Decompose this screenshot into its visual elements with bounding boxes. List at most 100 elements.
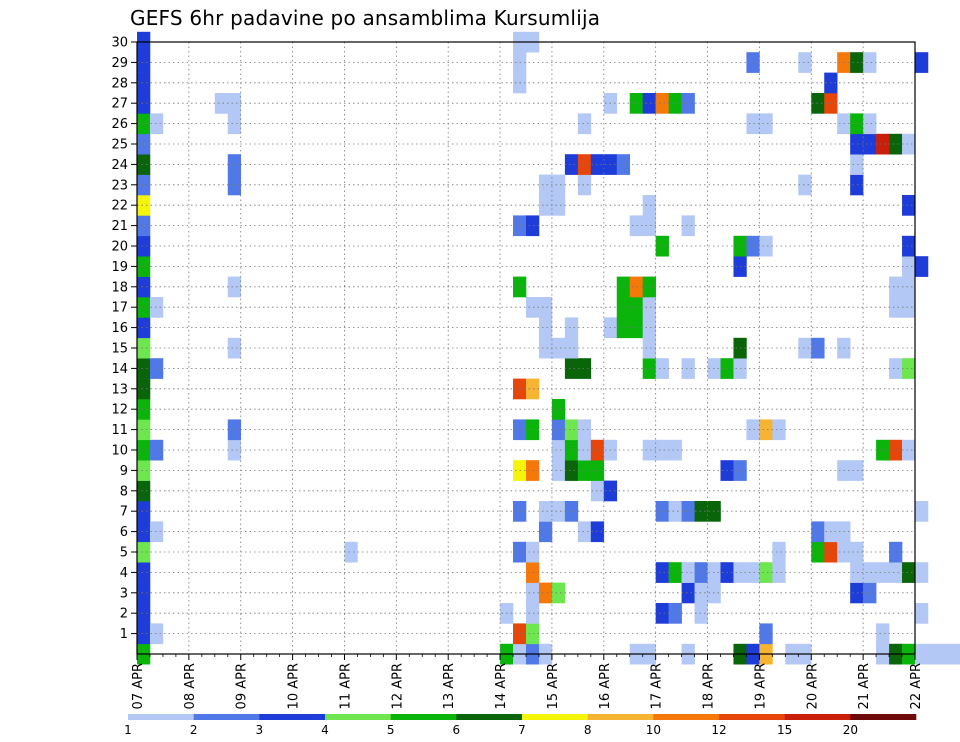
heatmap-cell xyxy=(551,337,566,359)
heatmap-cell xyxy=(863,113,877,135)
y-tick-label: 28 xyxy=(111,76,128,91)
y-tick-label: 9 xyxy=(120,464,128,479)
heatmap-cell xyxy=(137,337,151,359)
heatmap-cell xyxy=(577,439,592,461)
heatmap-cell xyxy=(798,337,812,359)
heatmap-cell xyxy=(863,52,877,73)
heatmap-cell xyxy=(137,52,151,73)
heatmap-cell xyxy=(655,439,669,461)
y-tick-label: 26 xyxy=(111,117,128,132)
heatmap-cell xyxy=(538,521,553,543)
heatmap-cell xyxy=(564,501,579,522)
heatmap-cell xyxy=(149,358,164,379)
heatmap-cell xyxy=(642,93,656,114)
legend-tick-label: 4 xyxy=(321,723,329,737)
y-tick-label: 7 xyxy=(120,505,128,520)
heatmap-cell xyxy=(137,215,151,237)
heatmap-cell xyxy=(642,358,656,379)
heatmap-cell xyxy=(915,52,929,73)
y-tick-label: 23 xyxy=(111,178,128,193)
heatmap-cell xyxy=(642,297,656,318)
heatmap-cell xyxy=(746,235,760,257)
heatmap-cell xyxy=(227,439,242,461)
y-tick-label: 17 xyxy=(111,301,128,316)
heatmap-cell xyxy=(642,337,656,359)
heatmap-cell xyxy=(526,419,540,441)
x-tick-label: 11 APR xyxy=(338,663,353,709)
legend-swatch xyxy=(522,714,588,720)
legend-swatch xyxy=(128,714,194,720)
heatmap-cell xyxy=(902,297,916,318)
heatmap-cell xyxy=(798,52,812,73)
heatmap-cell xyxy=(681,501,695,522)
heatmap-cell xyxy=(551,174,566,196)
heatmap-cell xyxy=(137,72,151,94)
legend-tick-label: 20 xyxy=(843,723,858,737)
heatmap-cell xyxy=(889,541,903,563)
heatmap-cell xyxy=(564,317,579,339)
heatmap-cell xyxy=(694,562,708,583)
heatmap-cell xyxy=(629,297,643,318)
legend-swatch xyxy=(325,714,391,720)
y-tick-label: 2 xyxy=(120,607,128,622)
heatmap-cell xyxy=(137,93,151,114)
heatmap-cell xyxy=(642,439,656,461)
heatmap-cell xyxy=(629,93,643,114)
heatmap-cell xyxy=(850,154,864,175)
legend-swatch xyxy=(390,714,457,720)
heatmap-cell xyxy=(694,603,708,624)
heatmap-cell xyxy=(902,439,916,461)
heatmap-cell xyxy=(149,113,164,135)
heatmap-cell xyxy=(863,582,877,604)
y-tick-label: 1 xyxy=(120,627,128,642)
y-tick-label: 14 xyxy=(111,362,128,377)
heatmap-cell xyxy=(668,501,682,522)
heatmap-cell xyxy=(642,215,656,237)
heatmap-cell xyxy=(876,439,890,461)
heatmap-cell xyxy=(526,603,540,624)
heatmap-cell xyxy=(668,93,682,114)
heatmap-cell xyxy=(551,419,566,441)
heatmap-cell xyxy=(863,133,877,155)
x-tick-label: 15 APR xyxy=(546,663,561,709)
heatmap-cell xyxy=(137,399,151,420)
heatmap-cell xyxy=(629,215,643,237)
heatmap-cell xyxy=(642,195,656,216)
heatmap-cell xyxy=(681,358,695,379)
heatmap-cell xyxy=(538,195,553,216)
heatmap-cell xyxy=(850,52,864,73)
heatmap-cell xyxy=(694,501,708,522)
legend-swatch xyxy=(784,714,851,720)
heatmap-cell xyxy=(889,297,903,318)
heatmap-cell xyxy=(564,337,579,359)
legend-tick-label: 6 xyxy=(453,723,461,737)
heatmap-cell xyxy=(629,317,643,339)
heatmap-cell xyxy=(538,297,553,318)
heatmap-cell xyxy=(137,419,151,441)
heatmap-cell xyxy=(551,399,566,420)
heatmap-cell xyxy=(863,562,877,583)
y-tick-label: 18 xyxy=(111,280,128,295)
y-tick-label: 22 xyxy=(111,199,128,214)
heatmap-cell xyxy=(137,256,151,277)
y-tick-label: 24 xyxy=(111,158,128,173)
heatmap-cell xyxy=(137,480,151,502)
heatmap-cell xyxy=(746,113,760,135)
heatmap-cell xyxy=(577,460,592,481)
heatmap-cell xyxy=(668,562,682,583)
heatmap-cell xyxy=(850,582,864,604)
legend-swatch xyxy=(456,714,523,720)
x-tick-label: 19 APR xyxy=(753,663,768,709)
heatmap-cell xyxy=(551,195,566,216)
heatmap-cell xyxy=(655,501,669,522)
heatmap-cell xyxy=(655,93,669,114)
x-tick-label: 20 APR xyxy=(805,663,820,709)
legend-tick-label: 10 xyxy=(646,723,661,737)
heatmap-cell xyxy=(577,113,592,135)
legend-tick-label: 2 xyxy=(190,723,198,737)
heatmap-cell xyxy=(798,174,812,196)
heatmap-cell xyxy=(214,93,229,114)
heatmap-cell xyxy=(538,337,553,359)
heatmap-cell xyxy=(642,317,656,339)
x-tick-label: 14 APR xyxy=(494,663,509,709)
